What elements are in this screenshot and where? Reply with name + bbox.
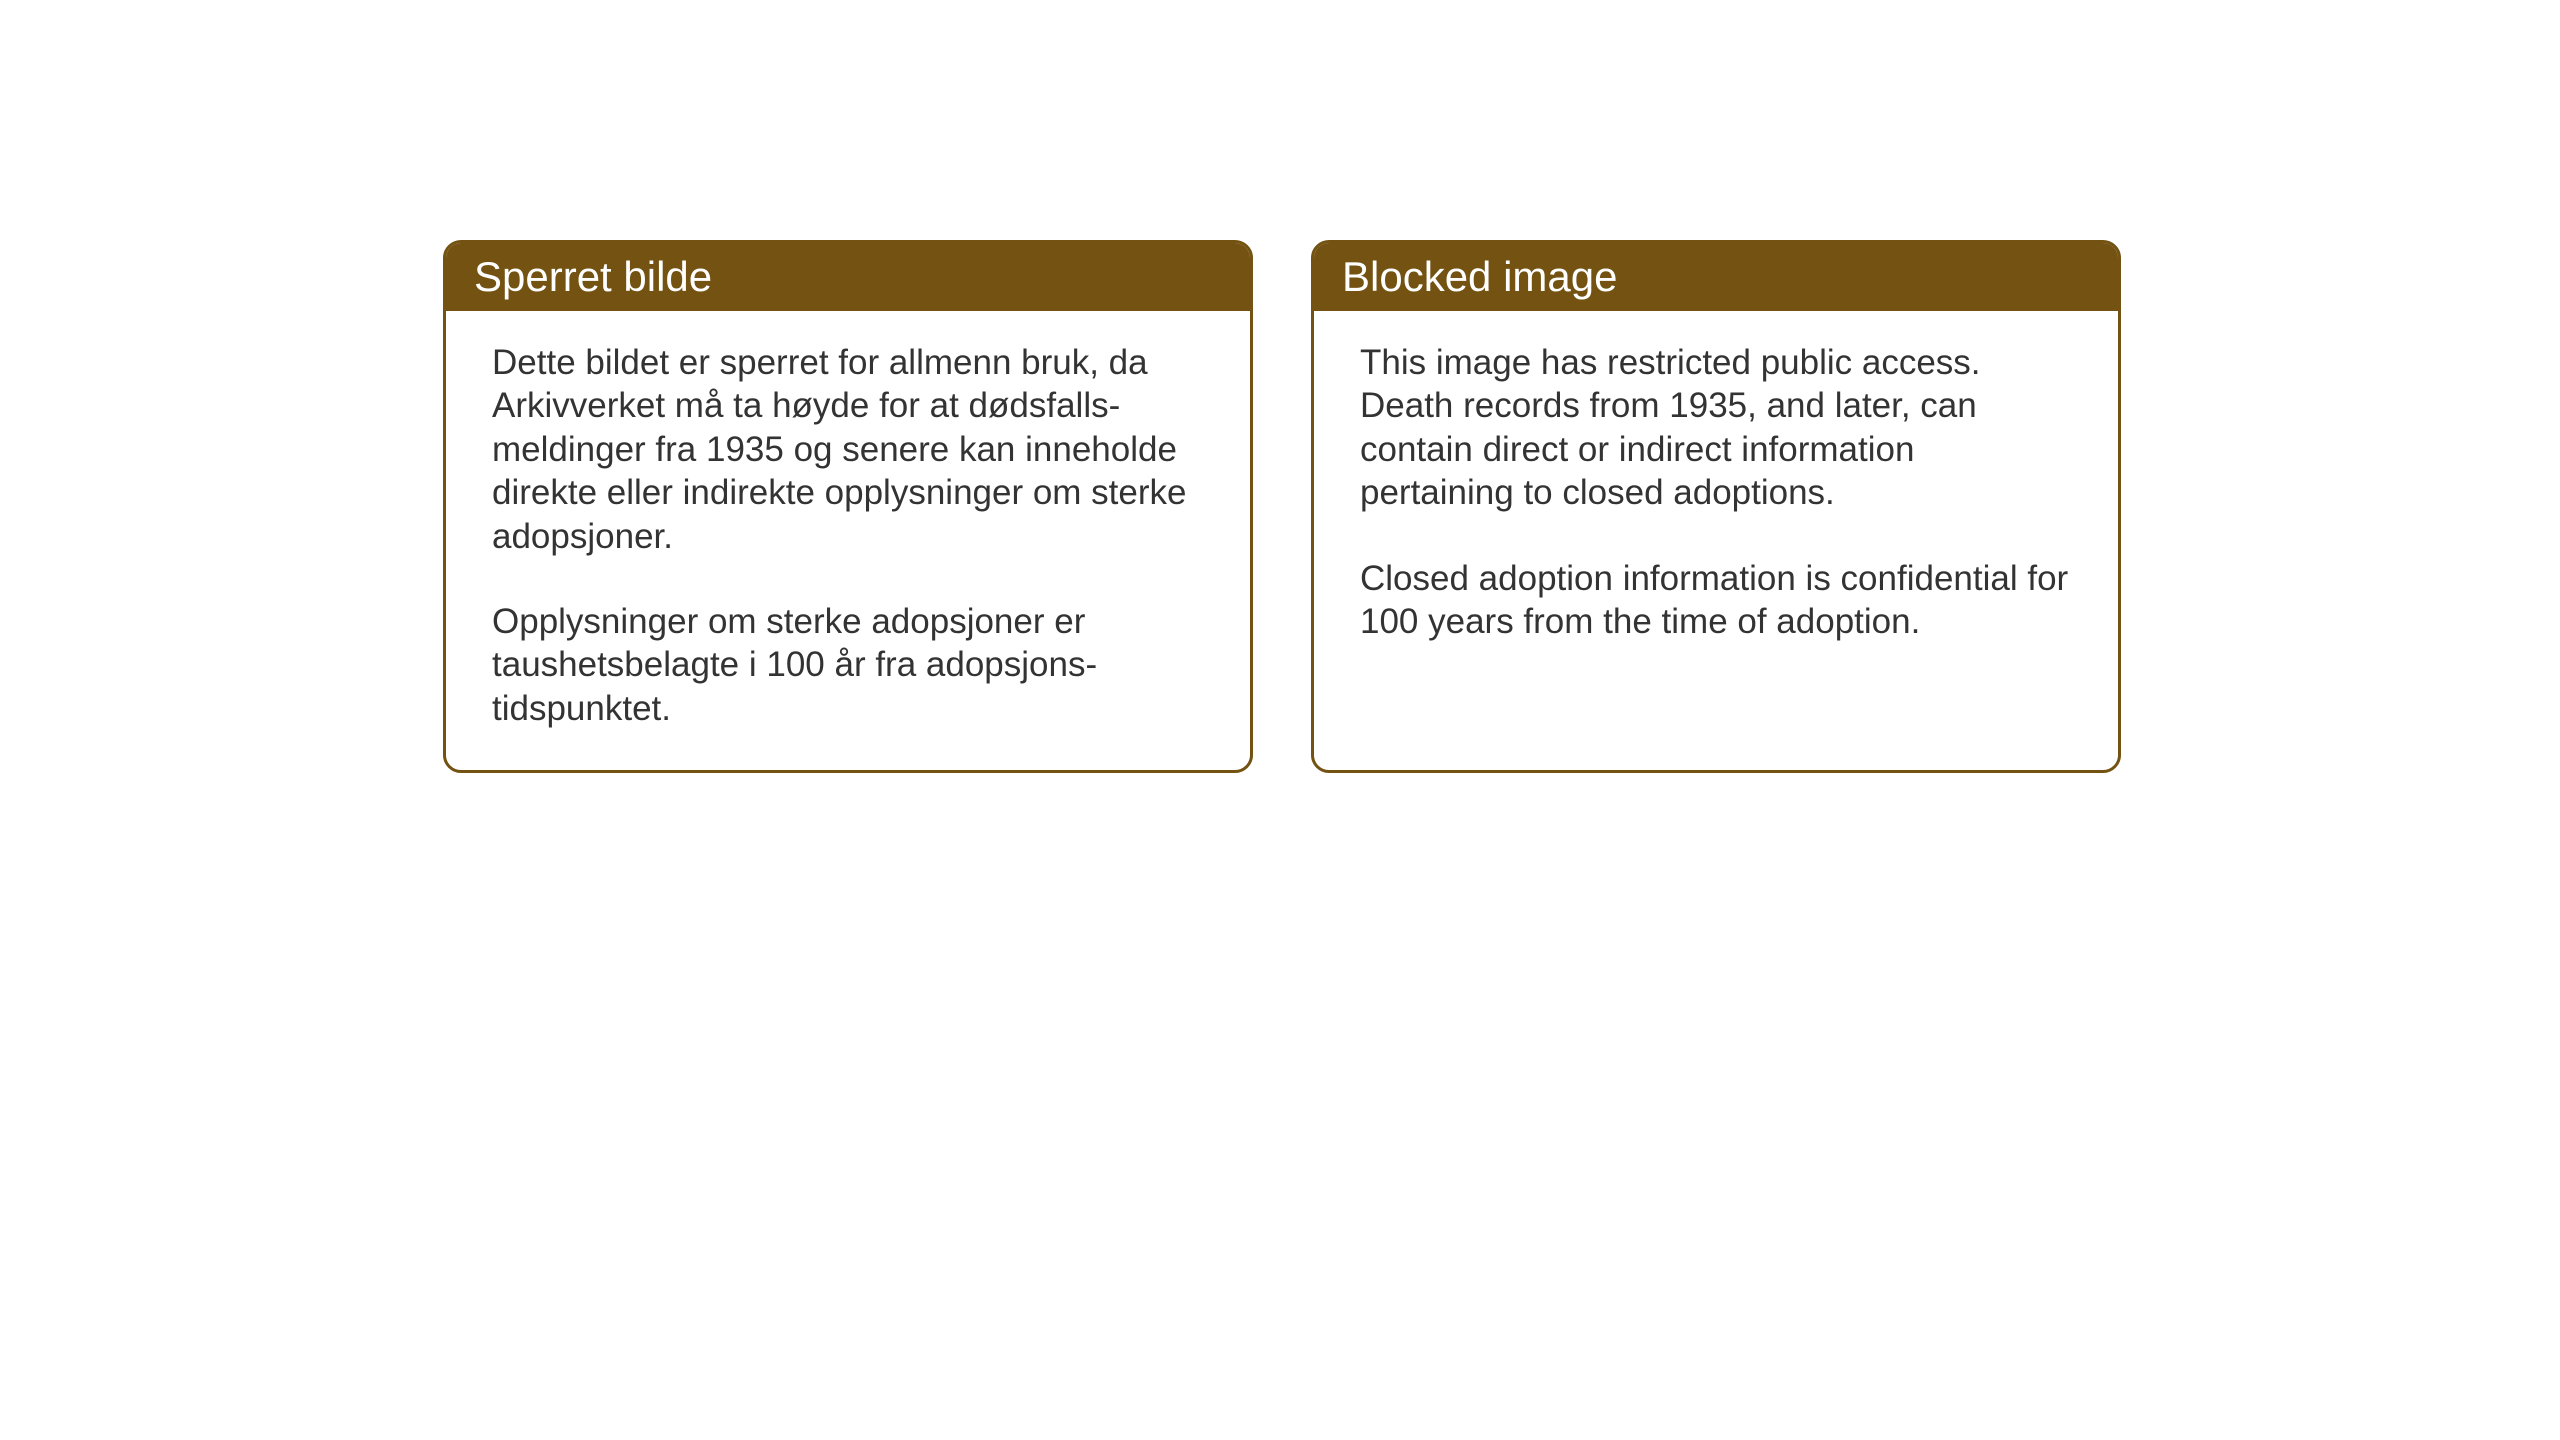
notice-container: Sperret bilde Dette bildet er sperret fo… (443, 240, 2121, 773)
notice-card-english: Blocked image This image has restricted … (1311, 240, 2121, 773)
paragraph-text: This image has restricted public access.… (1360, 341, 2072, 515)
paragraph-text: Dette bildet er sperret for allmenn bruk… (492, 341, 1204, 558)
card-header-english: Blocked image (1314, 243, 2118, 311)
card-body-english: This image has restricted public access.… (1314, 311, 2118, 683)
paragraph-text: Closed adoption information is confident… (1360, 557, 2072, 644)
paragraph-text: Opplysninger om sterke adopsjoner er tau… (492, 600, 1204, 730)
card-body-norwegian: Dette bildet er sperret for allmenn bruk… (446, 311, 1250, 770)
card-header-norwegian: Sperret bilde (446, 243, 1250, 311)
notice-card-norwegian: Sperret bilde Dette bildet er sperret fo… (443, 240, 1253, 773)
